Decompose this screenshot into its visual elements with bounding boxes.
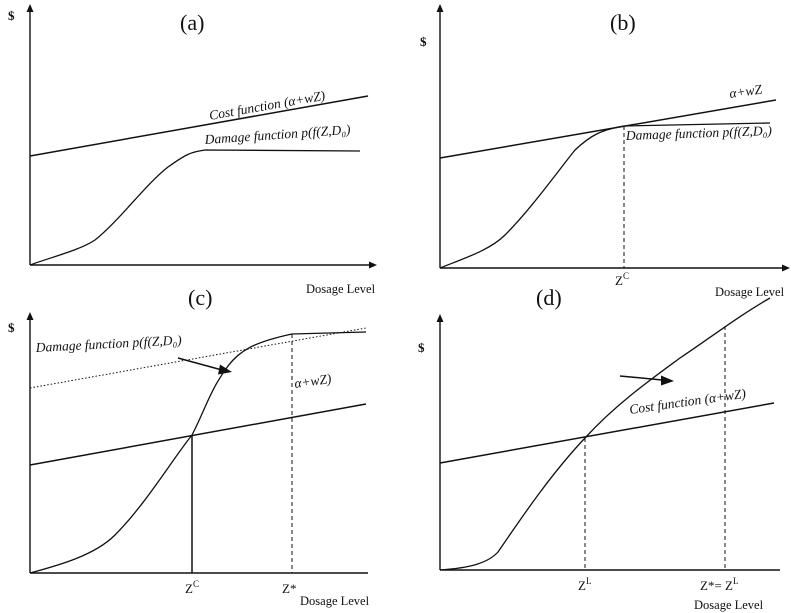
panel-a-axes: [26, 4, 377, 269]
panel-a: (a) $ Dosage Level Cost function (α+wZ) …: [8, 4, 377, 296]
panel-b-axes: [436, 4, 790, 272]
panel-d-x-axis-label: Dosage Level: [694, 598, 764, 612]
panel-a-damage-label: Damage function p(f(Z,D₀): [203, 122, 351, 147]
panel-d-arrow: [619, 375, 674, 386]
panel-c-label: (c): [188, 285, 212, 310]
svg-text:Z*= ZL: Z*= ZL: [700, 576, 738, 593]
panel-d-cost-label: Cost function (α+wZ): [628, 386, 747, 417]
panel-d-tick-zl: ZL: [578, 576, 591, 593]
panel-a-y-axis-label: $: [8, 8, 15, 23]
panel-c-cost-line: [29, 403, 367, 466]
panel-d-axes: [436, 314, 780, 571]
panel-b-y-axis-label: $: [420, 34, 427, 49]
panel-d-cost-line: [439, 402, 775, 464]
svg-text:ZC: ZC: [615, 271, 629, 288]
panel-d-tick-zstar: Z*= ZL: [700, 576, 738, 593]
panel-a-label: (a): [180, 10, 204, 35]
panel-c-x-axis-label: Dosage Level: [300, 594, 370, 608]
panel-c-cost-label: α+wZ): [293, 371, 332, 391]
panel-a-x-axis-label: Dosage Level: [306, 282, 376, 296]
panel-b-label: (b): [610, 10, 636, 35]
panel-c-damage-curve: [29, 331, 367, 574]
panel-a-damage-curve: [29, 149, 361, 266]
panel-c-tick-zstar: Z*: [282, 581, 296, 596]
panel-c-upper-line: [29, 327, 367, 389]
panel-b-cost-label: α+wZ: [728, 81, 763, 100]
panel-c: (c) $ Dosage Level α+wZ) Damage function…: [8, 285, 370, 608]
panel-b-damage-curve: [439, 122, 771, 269]
panel-c-axes: [26, 312, 368, 574]
panel-c-y-axis-label: $: [8, 320, 15, 335]
panel-b: (b) $ Dosage Level α+wZ Damage function …: [420, 4, 790, 299]
panel-b-damage-label: Damage function p(f(Z,D₀): [625, 123, 773, 143]
svg-text:ZL: ZL: [578, 576, 591, 593]
panel-d: (d) $ Dosage Level Cost function (α+wZ) …: [418, 285, 780, 612]
panel-d-damage-curve: [439, 297, 771, 571]
panel-d-label: (d): [536, 285, 562, 310]
panel-a-cost-line: [29, 95, 369, 157]
panel-d-y-axis-label: $: [418, 340, 425, 355]
panel-c-tick-zc: ZC: [185, 579, 199, 596]
svg-text:ZC: ZC: [185, 579, 199, 596]
panel-b-tick-zc: ZC: [615, 271, 629, 288]
panel-b-x-axis-label: Dosage Level: [715, 285, 785, 299]
panel-c-damage-label: Damage function p(f(Z,D₀): [34, 332, 182, 355]
panel-a-cost-label: Cost function (α+wZ): [208, 88, 327, 123]
panel-c-arrow: [177, 357, 232, 375]
